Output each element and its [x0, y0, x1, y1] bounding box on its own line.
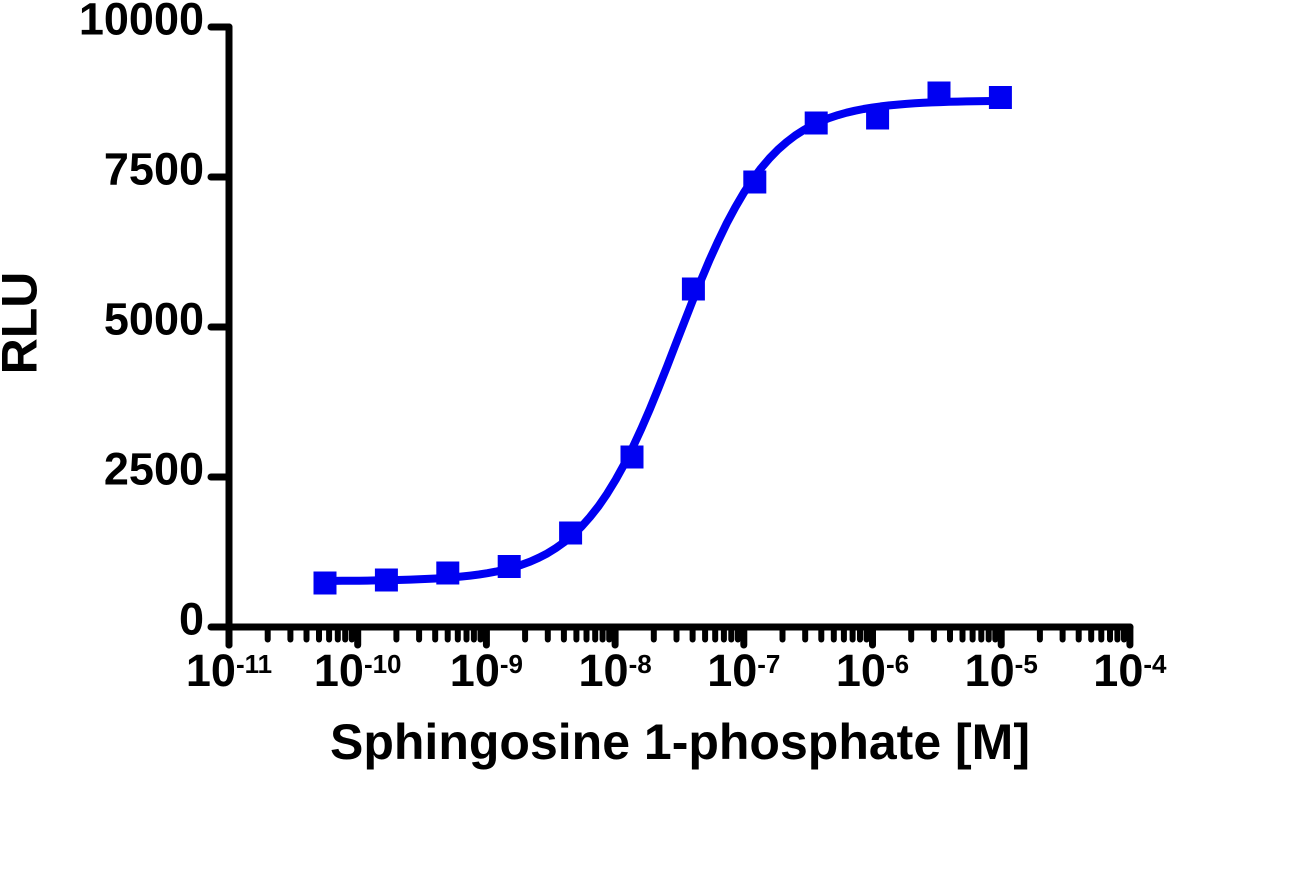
svg-text:7500: 7500 — [104, 144, 204, 195]
svg-text:10-6: 10-6 — [836, 645, 909, 696]
svg-text:5000: 5000 — [104, 294, 204, 345]
svg-text:10000: 10000 — [79, 0, 204, 45]
svg-text:10-7: 10-7 — [707, 645, 780, 696]
svg-text:10-4: 10-4 — [1093, 645, 1167, 696]
svg-text:Sphingosine 1-phosphate [M]: Sphingosine 1-phosphate [M] — [330, 714, 1030, 770]
svg-text:RLU: RLU — [0, 272, 48, 375]
svg-text:10-11: 10-11 — [186, 645, 272, 696]
svg-text:10-8: 10-8 — [579, 645, 652, 696]
svg-text:10-9: 10-9 — [450, 645, 523, 696]
svg-text:10-10: 10-10 — [314, 645, 402, 696]
svg-text:10-5: 10-5 — [965, 645, 1038, 696]
svg-text:2500: 2500 — [104, 444, 204, 495]
svg-text:0: 0 — [179, 594, 204, 645]
